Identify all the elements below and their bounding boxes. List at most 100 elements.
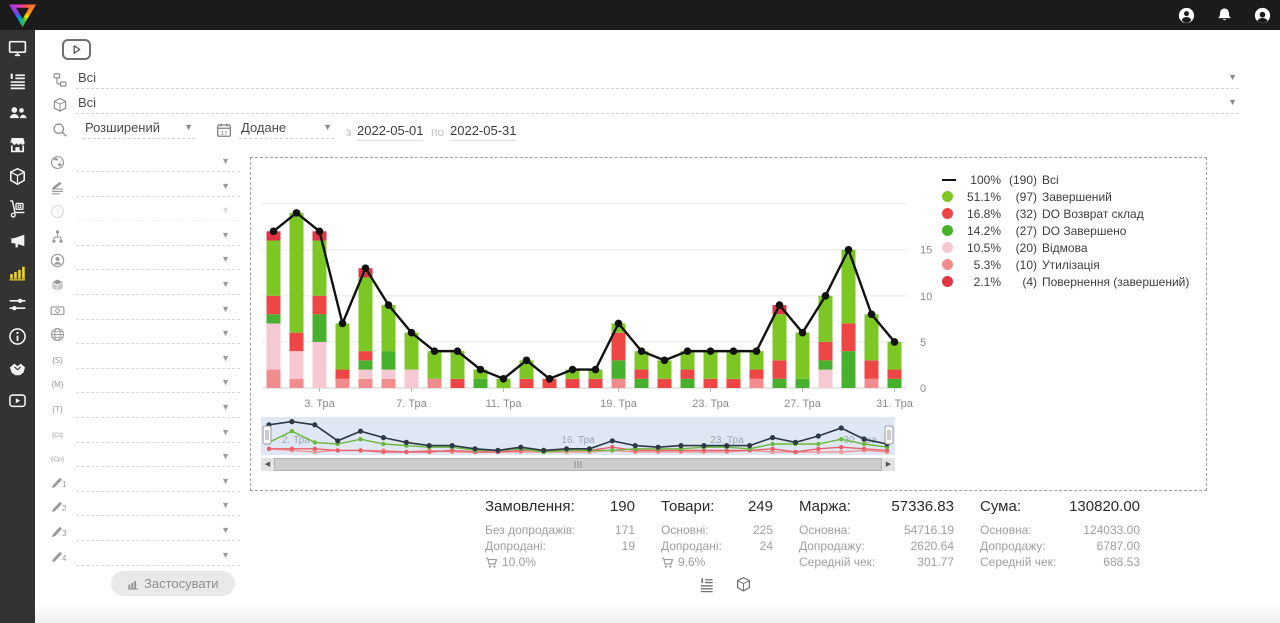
orders-stacked-chart[interactable]: 0 5 10 15 3. Тра 7. Тра 11. Тра 19. Тра 23. Тра 2…: [259, 166, 959, 416]
filter-select[interactable]: ▼: [76, 226, 240, 246]
stat-row: Основні: 225: [661, 522, 773, 538]
legend-item[interactable]: 14.2% (27) DO Завершено: [942, 222, 1189, 239]
legend-item[interactable]: 100% (190) Всі: [942, 171, 1189, 188]
stat-row-value: 225: [752, 523, 773, 537]
filter-select[interactable]: ▼: [76, 447, 240, 468]
legend-item[interactable]: 5.3% (10) Утилізація: [942, 256, 1189, 273]
chart-navigator[interactable]: 2. Тра 16. Тра 23. Тра 30. Тра: [261, 417, 895, 457]
upsell-percent: 10.0%: [502, 555, 537, 569]
filter-select[interactable]: ▼: [76, 300, 240, 320]
analytics-filter-row-11: {T} ▼: [45, 397, 257, 422]
sidebar-item-info[interactable]: [7, 326, 28, 347]
filter-select[interactable]: ▼: [76, 324, 240, 345]
legend-dot-swatch: [942, 191, 953, 202]
scrollbar-thumb[interactable]: [274, 458, 882, 471]
legend-item[interactable]: 10.5% (20) Відмова: [942, 239, 1189, 256]
filter-select[interactable]: ▼: [76, 152, 240, 172]
date-from-input[interactable]: [357, 120, 423, 141]
filter-select[interactable]: ▼: [76, 349, 240, 369]
sidebar-item-products[interactable]: [7, 166, 28, 187]
chevron-down-icon: ▼: [221, 254, 230, 265]
sidebar-item-partners[interactable]: [7, 358, 28, 379]
stat-row: Основна: 54716.19: [799, 522, 954, 538]
summary-stats: Замовлення: 190 Без допродажів: 171 Допродан…: [485, 498, 1140, 570]
date-field-select[interactable]: Додане ▼: [239, 118, 334, 139]
stat-title-value: 249: [747, 498, 773, 515]
product-select[interactable]: Всі ▼: [76, 93, 1239, 114]
filter-select[interactable]: ▼: [76, 472, 240, 492]
stat-row-value: 19: [621, 539, 635, 553]
sidebar-item-dashboard[interactable]: [7, 38, 28, 59]
sidebar-item-clients[interactable]: [7, 102, 28, 123]
apply-button[interactable]: Застосувати: [111, 571, 235, 596]
stat-column: Замовлення: 190 Без допродажів: 171 Допродан…: [485, 498, 635, 570]
pencil-number: 1: [62, 479, 67, 489]
stat-row: Середній чек: 301.77: [799, 554, 954, 570]
chevron-down-icon: ▼: [221, 180, 230, 191]
token-icon: {Cp}: [49, 449, 66, 466]
legend-item[interactable]: 51.1% (97) Завершений: [942, 188, 1189, 205]
filter-select[interactable]: ▼: [76, 546, 240, 566]
filter-select[interactable]: ▼: [76, 496, 240, 517]
stat-column: Маржа: 57336.83 Основна: 54716.19 Допродажу:…: [799, 498, 954, 570]
products-box-icon[interactable]: [734, 575, 753, 594]
chevron-down-icon: ▼: [221, 278, 230, 289]
stat-row-value: 6787.00: [1096, 539, 1140, 553]
filter-select[interactable]: ▼: [76, 275, 240, 295]
legend-count: (20): [1015, 240, 1037, 255]
stat-row: Допродані: 24: [661, 538, 773, 554]
analytics-filter-row-3: ? ▼: [45, 200, 257, 225]
filter-select[interactable]: ▼: [76, 177, 240, 197]
product-group-select[interactable]: Всі ▼: [76, 68, 1239, 89]
svg-text:5: 5: [920, 337, 926, 349]
hierarchy-icon: [49, 228, 66, 245]
filter-select[interactable]: ▼: [76, 398, 240, 418]
stat-title: Товари: 249: [661, 498, 773, 515]
analytics-filter-row-13: {Cp} ▼: [45, 446, 257, 471]
sidebar-item-orders[interactable]: [7, 70, 28, 91]
account-icon[interactable]: [1177, 6, 1196, 25]
filter-select: ▼: [76, 201, 240, 222]
stat-title-label: Товари:: [661, 498, 715, 515]
legend-count: (10): [1015, 257, 1037, 272]
scroll-left-icon[interactable]: ◀: [261, 458, 274, 471]
legend-item[interactable]: 16.8% (32) DO Возврат склад: [942, 205, 1189, 222]
legend-percent: 10.5%: [966, 240, 1001, 255]
stat-title-value: 190: [609, 498, 635, 515]
analytics-filter-column: ▼ ▼? ▼ ▼ ▼ ▼ ▼ ▼ {S} ▼ {M} ▼ {T} ▼ {Ct} ▼ {Cp} ▼ 1 ▼ 2 ▼ 3 ▼ 4 ▼: [45, 151, 257, 569]
chevron-down-icon: ▼: [1228, 72, 1237, 82]
filter-select[interactable]: ▼: [76, 423, 240, 443]
scroll-right-icon[interactable]: ▶: [882, 458, 895, 471]
stat-row-value: 54716.19: [903, 523, 954, 537]
support-icon[interactable]: [1253, 6, 1272, 25]
filter-select[interactable]: ▼: [76, 373, 240, 394]
filter-select[interactable]: ▼: [76, 250, 240, 271]
search-mode-select[interactable]: Розширений ▼: [83, 118, 195, 139]
category-tree-icon: [51, 71, 69, 89]
chevron-down-icon: ▼: [221, 426, 230, 437]
navigator-scrollbar[interactable]: ◀ ▶: [261, 458, 895, 471]
notifications-icon[interactable]: [1215, 6, 1234, 25]
legend-item[interactable]: 2.1% (4) Повернення (завершений): [942, 273, 1189, 290]
sidebar-item-analytics[interactable]: [7, 262, 28, 283]
svg-text:{M}: {M}: [51, 380, 63, 389]
video-tutorial-button[interactable]: [62, 39, 91, 60]
sidebar-item-store[interactable]: [7, 134, 28, 155]
svg-text:23. Тра: 23. Тра: [692, 398, 730, 410]
app-logo-icon[interactable]: [9, 4, 36, 27]
sidebar-item-video-lessons[interactable]: [7, 390, 28, 411]
chart-legend: 100% (190) Всі 51.1% (97) Завершений 16.8% (32)…: [942, 171, 1189, 290]
analytics-filter-row-17: 4 ▼: [45, 545, 257, 570]
stat-row-value: 2620.64: [910, 539, 954, 553]
chevron-down-icon: ▼: [221, 401, 230, 412]
legend-percent: 5.3%: [973, 257, 1001, 272]
manager-icon: [49, 252, 66, 269]
sidebar-item-supply[interactable]: [7, 198, 28, 219]
sidebar-item-marketing[interactable]: [7, 230, 28, 251]
pencil-number: 4: [62, 553, 67, 563]
orders-list-icon[interactable]: [697, 575, 716, 594]
stat-row-label: Допродані:: [661, 539, 722, 553]
sidebar-item-automation[interactable]: [7, 294, 28, 315]
date-to-input[interactable]: [450, 120, 516, 141]
filter-select[interactable]: ▼: [76, 521, 240, 541]
